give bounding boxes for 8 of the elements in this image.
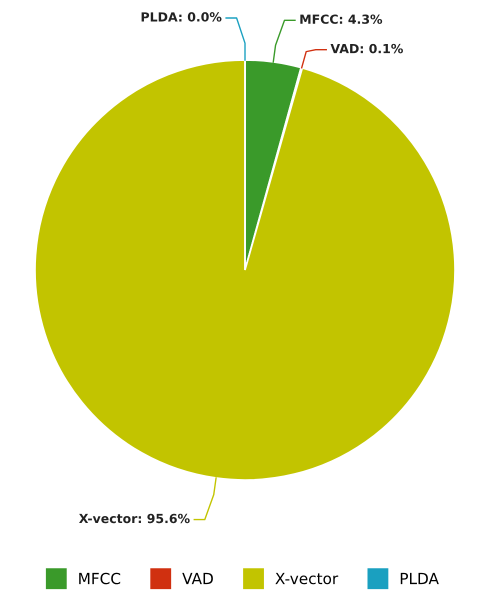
legend-label: VAD (182, 572, 213, 584)
legend-label: MFCC (79, 572, 120, 584)
legend-label: X-vector (275, 572, 338, 584)
data-label: X-vector: 95.6% (79, 514, 190, 524)
legend-label: PLDA (400, 572, 439, 584)
data-label: MFCC: 4.3% (300, 14, 382, 24)
text: PLDA: 0.0% (142, 12, 222, 22)
data-label: VAD: 0.1% (330, 44, 403, 54)
